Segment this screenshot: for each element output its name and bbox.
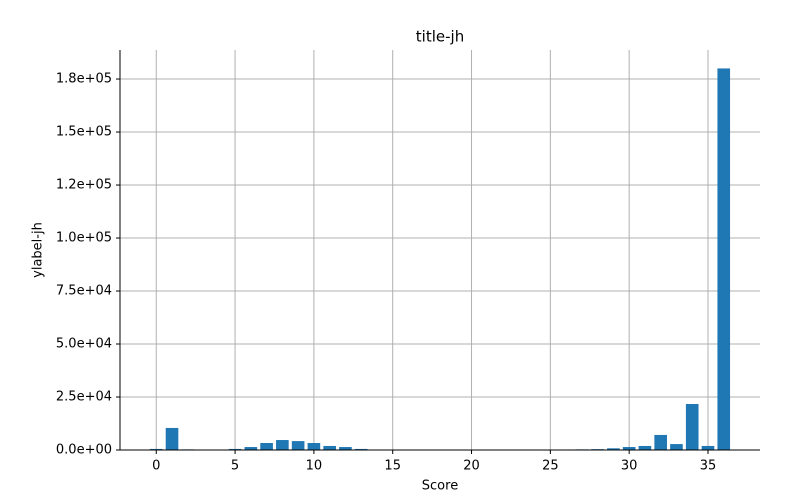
bar bbox=[354, 448, 368, 450]
x-tick-label: 5 bbox=[231, 459, 239, 474]
bar bbox=[607, 448, 620, 450]
x-tick-label: 10 bbox=[306, 459, 323, 474]
bar bbox=[165, 427, 179, 450]
bar bbox=[276, 440, 289, 450]
x-tick-label: 15 bbox=[384, 459, 401, 474]
y-axis-label: ylabel-jh bbox=[31, 222, 46, 278]
bar bbox=[260, 443, 273, 450]
bar bbox=[149, 448, 163, 450]
x-tick-label: 0 bbox=[152, 459, 160, 474]
x-tick-label: 25 bbox=[542, 459, 559, 474]
y-tick-label: 7.5e+04 bbox=[56, 284, 112, 299]
y-tick-label: 0.0e+00 bbox=[56, 443, 112, 458]
bar bbox=[291, 441, 305, 450]
bar bbox=[323, 445, 336, 450]
x-axis-label: Score bbox=[422, 479, 458, 494]
y-tick-label: 1.8e+05 bbox=[56, 72, 112, 87]
x-tick-label: 30 bbox=[621, 459, 638, 474]
bar bbox=[622, 447, 636, 450]
bar bbox=[307, 443, 321, 450]
bar bbox=[717, 68, 731, 451]
chart-title: title-jh bbox=[416, 28, 464, 46]
bar bbox=[685, 404, 699, 450]
y-tick-label: 1.5e+05 bbox=[56, 125, 112, 140]
bar bbox=[670, 444, 683, 450]
y-tick-label: 2.5e+04 bbox=[56, 390, 112, 405]
bar bbox=[654, 434, 667, 450]
x-tick-label: 20 bbox=[463, 459, 480, 474]
y-tick-label: 1.2e+05 bbox=[56, 178, 112, 193]
y-tick-label: 1.0e+05 bbox=[56, 231, 112, 246]
bar bbox=[228, 448, 242, 450]
y-tick-label: 5.0e+04 bbox=[56, 337, 112, 352]
x-tick-label: 35 bbox=[700, 459, 717, 474]
bar bbox=[701, 445, 715, 450]
bar bbox=[339, 447, 352, 450]
bar bbox=[244, 447, 258, 450]
bar bbox=[638, 445, 652, 450]
